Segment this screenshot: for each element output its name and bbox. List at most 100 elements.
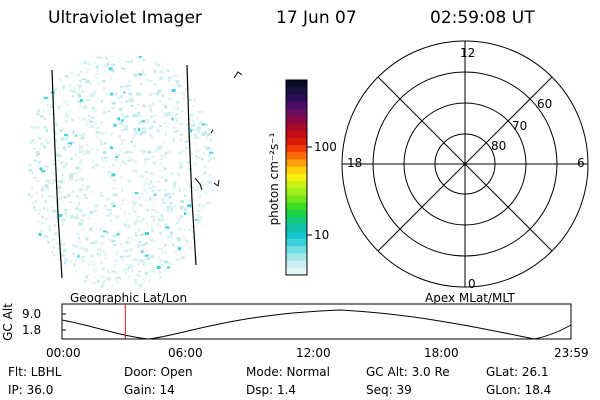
emission-pixel [121, 129, 124, 132]
emission-pixel [61, 243, 66, 247]
emission-pixel [197, 203, 201, 207]
emission-pixel [135, 75, 138, 78]
emission-pixel [90, 260, 94, 263]
emission-pixel [144, 158, 148, 162]
emission-pixel [83, 248, 88, 252]
mlt-label-18: 18 [347, 156, 363, 170]
color-band [286, 130, 307, 139]
emission-pixel [100, 99, 103, 103]
emission-pixel [79, 135, 83, 138]
emission-pixel [149, 134, 153, 137]
emission-pixel [190, 152, 193, 156]
emission-pixel [176, 107, 179, 110]
emission-pixel [159, 175, 164, 179]
emission-pixel [133, 202, 136, 206]
emission-pixel [160, 263, 164, 266]
emission-pixel [60, 137, 63, 141]
emission-pixel [85, 274, 89, 277]
emission-pixel [89, 211, 94, 214]
emission-pixel [50, 205, 53, 208]
emission-pixel [142, 261, 146, 264]
emission-pixel [148, 236, 152, 239]
emission-pixel [77, 254, 80, 258]
emission-pixel [66, 136, 69, 140]
emission-pixel [80, 187, 85, 191]
emission-pixel [70, 141, 75, 145]
emission-pixel [43, 96, 48, 99]
emission-pixel [113, 123, 117, 127]
emission-pixel [183, 208, 188, 212]
color-band [286, 116, 307, 124]
emission-pixel [196, 219, 200, 222]
emission-pixel [141, 244, 145, 247]
emission-pixel [128, 254, 131, 258]
emission-pixel [61, 222, 64, 226]
polar-dial [341, 40, 589, 288]
emission-pixel [57, 248, 62, 251]
emission-pixel [126, 115, 129, 119]
emission-pixel [47, 240, 50, 244]
emission-pixel [185, 239, 189, 243]
emission-pixel [133, 258, 138, 261]
emission-pixel [85, 122, 89, 125]
emission-pixel [80, 87, 83, 90]
emission-pixel [125, 223, 128, 227]
emission-pixel [153, 199, 157, 201]
emission-pixel [191, 124, 196, 127]
emission-pixel [194, 136, 199, 139]
emission-pixel [81, 257, 84, 260]
emission-pixel [119, 123, 123, 126]
emission-pixel [115, 155, 119, 158]
emission-pixel [85, 188, 89, 191]
emission-pixel [164, 193, 168, 197]
emission-pixel [131, 141, 134, 144]
emission-pixel [117, 117, 121, 121]
emission-pixel [117, 276, 121, 279]
emission-pixel [140, 193, 144, 196]
emission-pixel [72, 90, 77, 93]
emission-pixel [79, 159, 84, 162]
emission-pixel [94, 227, 97, 230]
emission-pixel [74, 245, 78, 248]
emission-pixel [139, 203, 143, 207]
emission-pixel [97, 82, 102, 86]
emission-pixel [177, 173, 181, 177]
emission-pixel [66, 103, 70, 106]
emission-pixel [111, 284, 115, 287]
emission-pixel [55, 87, 58, 91]
emission-pixel [40, 189, 45, 192]
emission-pixel [82, 106, 85, 110]
emission-pixel [152, 240, 156, 243]
emission-pixel [178, 247, 181, 251]
emission-pixel [204, 191, 209, 195]
emission-pixel [131, 137, 135, 141]
emission-pixel [86, 98, 91, 101]
color-band [286, 173, 307, 182]
emission-pixel [153, 218, 155, 221]
emission-pixel [39, 167, 43, 171]
emission-pixel [130, 104, 134, 107]
emission-pixel [167, 97, 172, 100]
emission-pixel [91, 165, 95, 169]
emission-pixel [176, 82, 181, 86]
emission-pixel [105, 230, 109, 234]
emission-pixel [142, 59, 146, 62]
emission-pixel [114, 159, 119, 162]
emission-pixel [142, 150, 147, 153]
emission-pixel [130, 264, 134, 268]
emission-pixel [166, 198, 169, 201]
emission-pixel [50, 170, 54, 174]
emission-pixel [97, 68, 99, 72]
emission-pixel [179, 122, 184, 126]
emission-pixel [78, 168, 82, 172]
emission-pixel [63, 138, 68, 141]
dsp-info: Dsp: 1.4 [246, 383, 297, 397]
emission-pixel [178, 188, 181, 192]
emission-pixel [101, 80, 105, 83]
emission-pixel [121, 142, 123, 146]
emission-pixel [69, 215, 74, 219]
emission-pixel [132, 144, 136, 148]
emission-pixel [99, 138, 102, 142]
emission-pixel [108, 213, 113, 215]
emission-pixel [117, 135, 122, 138]
